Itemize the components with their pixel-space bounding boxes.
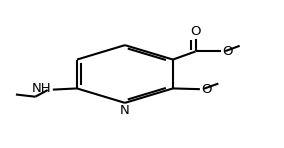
Text: O: O	[222, 45, 233, 58]
Text: O: O	[190, 25, 201, 38]
Text: NH: NH	[32, 82, 52, 95]
Text: N: N	[120, 104, 130, 117]
Text: O: O	[201, 83, 212, 96]
